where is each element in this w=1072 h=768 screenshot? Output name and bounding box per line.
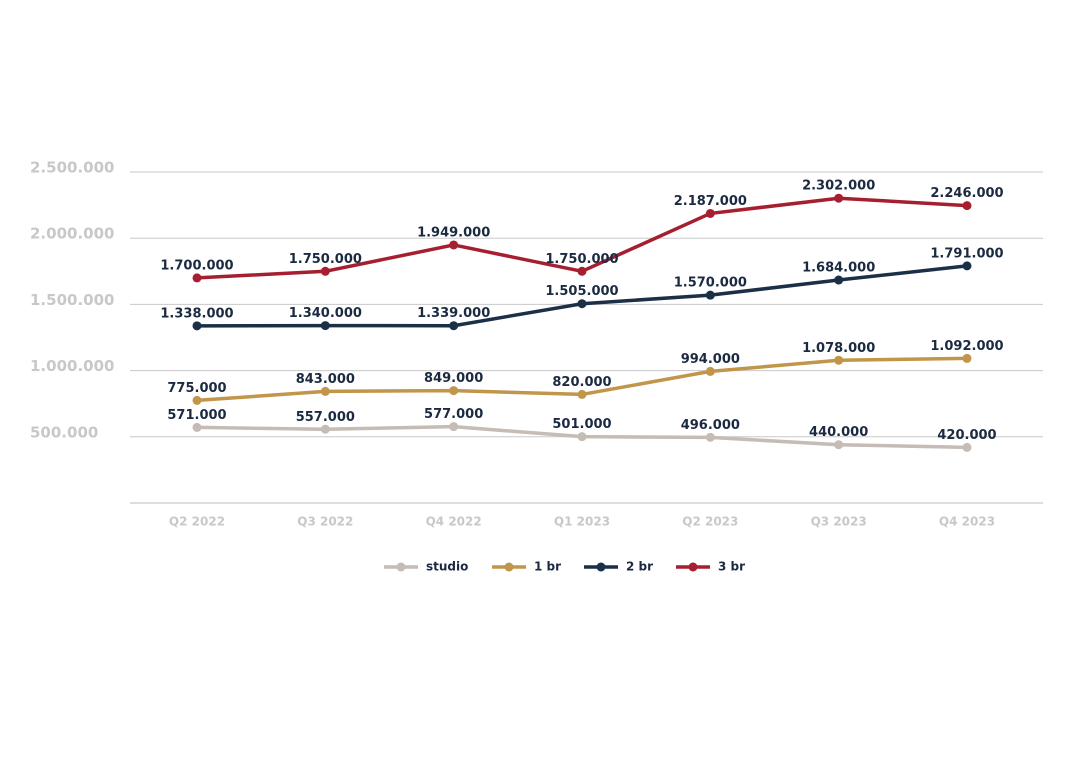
data-label: 2.246.000 xyxy=(930,186,1003,201)
data-label: 1.750.000 xyxy=(545,252,618,267)
data-point xyxy=(449,321,459,331)
data-point xyxy=(962,261,972,271)
data-label: 1.339.000 xyxy=(417,306,490,321)
data-label: 2.302.000 xyxy=(802,179,875,194)
data-point xyxy=(577,389,587,399)
data-label: 577.000 xyxy=(424,407,483,422)
x-tick-label: Q2 2022 xyxy=(169,515,225,529)
legend-label: 2 br xyxy=(626,560,653,574)
data-point xyxy=(192,321,202,331)
data-label: 775.000 xyxy=(167,381,226,396)
y-tick-label: 2.000.000 xyxy=(30,225,114,243)
x-tick-label: Q4 2022 xyxy=(426,515,482,529)
x-tick-label: Q1 2023 xyxy=(554,515,610,529)
y-tick-label: 2.500.000 xyxy=(30,159,114,177)
data-label: 994.000 xyxy=(681,352,740,367)
data-label: 1.700.000 xyxy=(160,258,233,273)
data-label: 420.000 xyxy=(937,428,996,443)
legend-label: 1 br xyxy=(534,560,561,574)
data-label: 820.000 xyxy=(552,375,611,390)
data-point xyxy=(577,299,587,309)
data-point xyxy=(320,386,330,396)
data-point xyxy=(577,432,587,442)
data-point xyxy=(834,275,844,285)
legend-label: 3 br xyxy=(718,560,745,574)
y-tick-label: 1.000.000 xyxy=(30,357,114,375)
data-point xyxy=(962,442,972,452)
data-point xyxy=(834,355,844,365)
data-point xyxy=(834,193,844,203)
x-tick-label: Q4 2023 xyxy=(939,515,995,529)
data-point xyxy=(962,353,972,363)
data-label: 1.570.000 xyxy=(674,276,747,291)
data-label: 1.338.000 xyxy=(160,306,233,321)
legend-label: studio xyxy=(426,560,468,574)
data-point xyxy=(577,266,587,276)
data-label: 496.000 xyxy=(681,418,740,433)
data-label: 1.505.000 xyxy=(545,284,618,299)
data-label: 849.000 xyxy=(424,371,483,386)
data-label: 1.078.000 xyxy=(802,341,875,356)
data-label: 1.340.000 xyxy=(289,306,362,321)
data-label: 557.000 xyxy=(296,410,355,425)
data-point xyxy=(705,290,715,300)
x-tick-label: Q3 2023 xyxy=(811,515,867,529)
data-point xyxy=(192,422,202,432)
data-point xyxy=(834,440,844,450)
data-point xyxy=(192,395,202,405)
data-point xyxy=(449,422,459,432)
x-tick-label: Q2 2023 xyxy=(682,515,738,529)
legend-marker xyxy=(396,562,406,572)
data-label: 440.000 xyxy=(809,425,868,440)
data-label: 501.000 xyxy=(552,417,611,432)
y-tick-label: 1.500.000 xyxy=(30,291,114,309)
legend-marker xyxy=(688,562,698,572)
data-label: 843.000 xyxy=(296,372,355,387)
data-label: 2.187.000 xyxy=(674,194,747,209)
data-point xyxy=(320,321,330,331)
legend-marker xyxy=(504,562,514,572)
data-label: 1.949.000 xyxy=(417,225,490,240)
legend-marker xyxy=(596,562,606,572)
data-label: 1.791.000 xyxy=(930,246,1003,261)
data-point xyxy=(320,424,330,434)
data-label: 1.750.000 xyxy=(289,252,362,267)
data-point xyxy=(705,208,715,218)
data-point xyxy=(320,266,330,276)
data-point xyxy=(192,273,202,283)
data-point xyxy=(962,201,972,211)
data-label: 571.000 xyxy=(167,408,226,423)
data-point xyxy=(705,366,715,376)
x-tick-label: Q3 2022 xyxy=(297,515,353,529)
data-point xyxy=(705,432,715,442)
data-point xyxy=(449,240,459,250)
data-label: 1.092.000 xyxy=(930,339,1003,354)
data-point xyxy=(449,386,459,396)
data-label: 1.684.000 xyxy=(802,261,875,276)
y-tick-label: 500.000 xyxy=(30,423,98,441)
